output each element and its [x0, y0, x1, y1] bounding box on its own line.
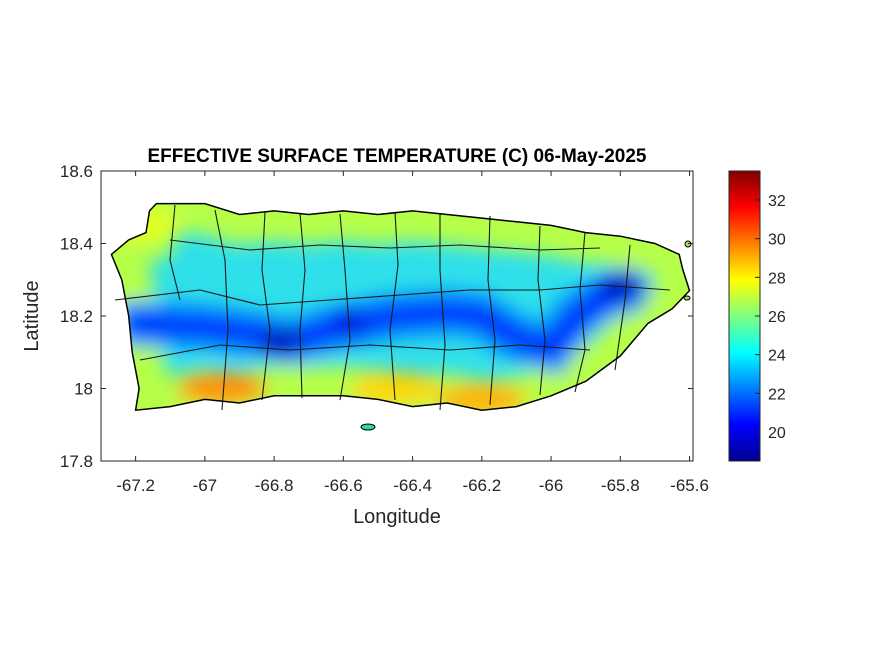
- x-tick-label: -66.4: [393, 476, 432, 495]
- colorbar-ticks: 20 22 24 26 28 30 32: [755, 193, 786, 442]
- x-tick-label: -66.6: [324, 476, 363, 495]
- boundary-line: [389, 211, 399, 401]
- chart-title: EFFECTIVE SURFACE TEMPERATURE (C) 06-May…: [147, 146, 646, 167]
- colorbar-tick-label: 20: [768, 425, 786, 442]
- boundary-line: [261, 211, 271, 401]
- islet-east-2: [683, 295, 691, 301]
- boundary-line: [537, 225, 546, 396]
- boundary-line: [114, 284, 671, 306]
- boundary-line: [339, 213, 351, 401]
- boundary-line: [214, 209, 229, 411]
- y-axis-label: Latitude: [21, 280, 43, 351]
- x-tick-label: -67: [193, 476, 218, 495]
- y-tick-label: 18.6: [60, 162, 93, 181]
- islet-caja-de-muertos: [360, 423, 376, 431]
- boundary-line: [614, 244, 631, 371]
- island-outline: [110, 202, 691, 412]
- x-tick-label: -67.2: [116, 476, 155, 495]
- x-tick-label: -66.2: [462, 476, 501, 495]
- y-tick-label: 18: [74, 380, 93, 399]
- x-tick-label: -65.6: [670, 476, 709, 495]
- cold-spot: [328, 309, 373, 338]
- boundary-line: [574, 231, 586, 393]
- cold-spot: [259, 327, 304, 356]
- boundary-line: [169, 239, 601, 251]
- y-tick-label: 18.4: [60, 235, 93, 254]
- x-tick-label: -66.8: [255, 476, 294, 495]
- warm-coastal-spot: [177, 372, 268, 405]
- boundary-line: [139, 344, 591, 361]
- y-axis-ticks: 17.8 18 18.2 18.4 18.6: [60, 162, 693, 471]
- boundary-line: [439, 214, 446, 411]
- boundary-line: [299, 212, 306, 399]
- colorbar-tick-label: 24: [768, 348, 786, 365]
- boundary-line: [487, 215, 496, 406]
- x-axis-label: Longitude: [353, 506, 441, 528]
- warm-coastal-spot: [350, 372, 441, 405]
- colorbar-tick-label: 28: [768, 270, 786, 287]
- x-tick-label: -66: [539, 476, 564, 495]
- y-tick-label: 17.8: [60, 452, 93, 471]
- municipality-boundaries: [114, 204, 671, 411]
- colorbar-tick-label: 30: [768, 232, 786, 249]
- y-tick-label: 18.2: [60, 307, 93, 326]
- boundary-line: [169, 204, 181, 301]
- colorbar-tick-label: 32: [768, 193, 786, 210]
- x-axis-ticks: -67.2 -67 -66.8 -66.6 -66.4 -66.2 -66 -65.8 -65.…: [116, 171, 709, 495]
- x-tick-label: -65.8: [601, 476, 640, 495]
- colorbar-tick-label: 22: [768, 386, 786, 403]
- colorbar-tick-label: 26: [768, 309, 786, 326]
